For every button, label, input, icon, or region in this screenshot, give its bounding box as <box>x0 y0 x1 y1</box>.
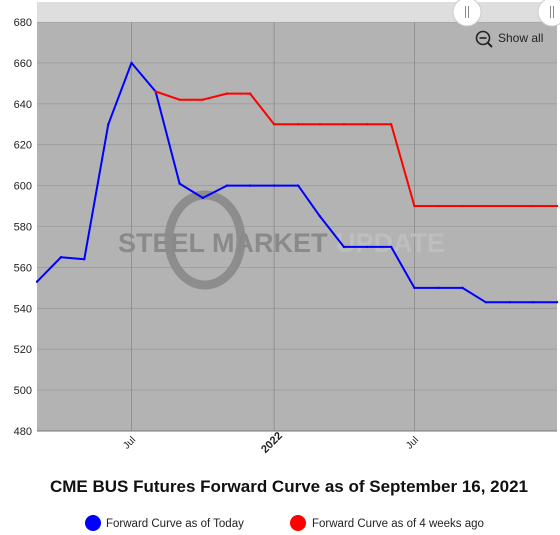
data-point[interactable] <box>555 300 559 304</box>
data-point[interactable] <box>225 92 229 95</box>
data-point[interactable] <box>248 184 252 187</box>
x-tick-label: 2022 <box>259 430 285 456</box>
data-point[interactable] <box>318 123 322 126</box>
y-tick-label: 600 <box>14 181 32 193</box>
data-point[interactable] <box>508 300 511 304</box>
y-tick-label: 660 <box>14 58 32 70</box>
data-point[interactable] <box>484 300 487 304</box>
navigator-bar[interactable] <box>37 2 557 21</box>
data-point[interactable] <box>178 98 181 101</box>
watermark: STEEL MARKET UPDATE <box>118 190 445 290</box>
grip-lines-icon <box>550 6 554 18</box>
y-tick-label: 500 <box>14 385 32 397</box>
show-all-label: Show all <box>498 31 543 45</box>
data-point[interactable] <box>296 184 300 187</box>
data-point[interactable] <box>83 258 86 261</box>
navigator-handle-left[interactable] <box>452 0 482 27</box>
data-point[interactable] <box>107 123 110 126</box>
x-tick-label: Jul <box>121 435 138 452</box>
data-point[interactable] <box>531 300 535 304</box>
data-point[interactable] <box>201 196 205 200</box>
show-all-button[interactable]: Show all <box>475 30 544 48</box>
data-point[interactable] <box>531 204 535 208</box>
data-point[interactable] <box>318 215 322 218</box>
data-point[interactable] <box>413 204 416 208</box>
data-point[interactable] <box>342 123 346 126</box>
data-point[interactable] <box>365 245 369 249</box>
data-point[interactable] <box>365 123 369 126</box>
x-axis-ticks: Jul 2022 Jul <box>121 430 421 456</box>
legend-item-today[interactable]: Forward Curve as of Today <box>85 515 244 531</box>
zoom-out-icon <box>475 30 493 48</box>
data-point[interactable] <box>130 61 133 65</box>
watermark-logo-ring <box>164 190 246 290</box>
chart-title: CME BUS Futures Forward Curve as of Sept… <box>50 477 528 496</box>
data-point[interactable] <box>484 204 487 208</box>
data-point[interactable] <box>389 123 393 126</box>
y-axis-ticks: 480 500 520 540 560 580 600 620 640 660 680 <box>14 17 32 438</box>
y-tick-label: 540 <box>14 303 32 315</box>
data-point[interactable] <box>508 204 511 208</box>
data-point[interactable] <box>154 90 157 93</box>
x-tick-label: Jul <box>404 435 421 452</box>
navigator-handle-right[interactable] <box>537 0 560 27</box>
data-point[interactable] <box>272 184 276 187</box>
data-point[interactable] <box>225 184 229 187</box>
legend-item-4-weeks-ago[interactable]: Forward Curve as of 4 weeks ago <box>290 515 484 531</box>
legend-marker-today <box>85 515 101 531</box>
data-point[interactable] <box>59 255 63 259</box>
legend: Forward Curve as of Today Forward Curve … <box>85 515 484 531</box>
data-point[interactable] <box>555 204 559 208</box>
data-point[interactable] <box>201 98 205 101</box>
legend-label-today: Forward Curve as of Today <box>106 518 244 530</box>
data-point[interactable] <box>389 245 393 249</box>
y-tick-label: 640 <box>14 99 32 111</box>
y-tick-label: 620 <box>14 140 32 152</box>
y-tick-label: 520 <box>14 344 32 356</box>
data-point[interactable] <box>461 286 464 290</box>
data-point[interactable] <box>461 204 464 208</box>
y-tick-label: 580 <box>14 222 32 234</box>
data-point[interactable] <box>437 204 440 208</box>
data-point[interactable] <box>437 286 440 290</box>
series-line-4-weeks-ago[interactable] <box>155 90 557 207</box>
data-point[interactable] <box>35 280 39 283</box>
legend-label-4-weeks-ago: Forward Curve as of 4 weeks ago <box>312 518 484 530</box>
data-point[interactable] <box>272 123 276 126</box>
data-point[interactable] <box>296 123 300 126</box>
y-tick-label: 480 <box>14 426 32 438</box>
y-tick-label: 680 <box>14 17 32 29</box>
y-tick-label: 560 <box>14 262 32 274</box>
data-point[interactable] <box>178 182 181 185</box>
data-point[interactable] <box>342 245 346 249</box>
data-point[interactable] <box>248 92 252 95</box>
watermark-text-update: UPDATE <box>336 228 445 258</box>
legend-marker-4-weeks-ago <box>290 515 306 531</box>
data-point[interactable] <box>413 286 416 290</box>
grip-lines-icon <box>465 6 469 18</box>
series-group <box>35 61 559 304</box>
watermark-text-steel-market: STEEL MARKET <box>118 228 328 258</box>
